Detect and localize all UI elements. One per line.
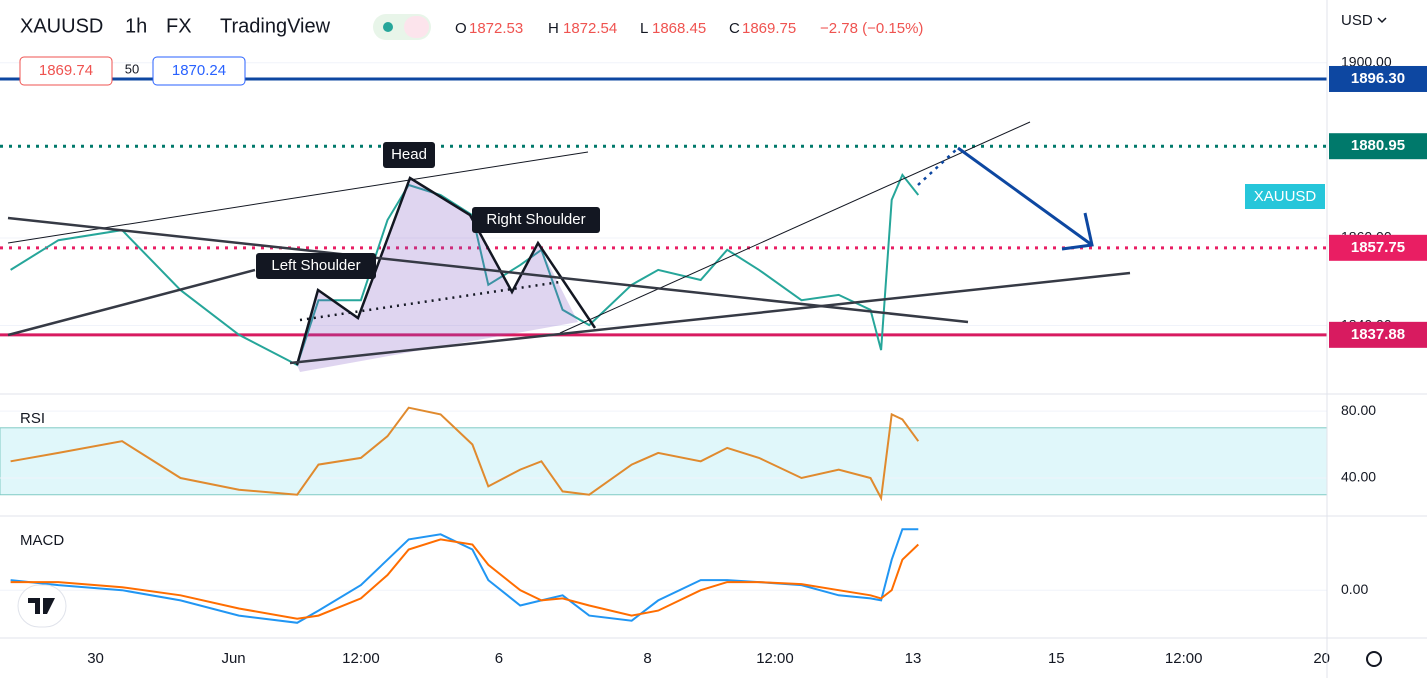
source: TradingView: [220, 15, 331, 37]
pattern-line: [295, 176, 597, 366]
x-tick-label: 8: [643, 650, 651, 667]
exchange: FX: [166, 15, 192, 37]
ohlc-key: L: [640, 20, 648, 37]
trend-line: [7, 268, 256, 337]
y-tick-label: 40.00: [1341, 469, 1376, 485]
pane-title: MACD: [20, 532, 64, 549]
pane-title: RSI: [20, 410, 45, 427]
annotation-box: [383, 142, 435, 168]
trend-line: [7, 216, 969, 324]
panes: BB1900.001860.001840.001896.301880.95185…: [0, 53, 1427, 667]
price-label-box: [1329, 321, 1427, 348]
x-tick-label: Jun: [221, 650, 245, 667]
trend-line: [559, 121, 1031, 334]
projection: [917, 147, 959, 186]
x-tick-label: 12:00: [342, 650, 380, 667]
rsi-band: [0, 427, 1328, 496]
price-label-box: [1329, 65, 1427, 92]
symbol-label: XAUUSD: [1254, 188, 1317, 205]
arrow: [957, 146, 1093, 247]
annotation-box: [472, 207, 600, 233]
ohlc-key: H: [548, 20, 559, 37]
price-label-box: [1329, 234, 1427, 261]
annotation-box: [256, 253, 376, 279]
x-tick-label: 15: [1048, 650, 1065, 667]
price-label: 1880.95: [1351, 137, 1405, 154]
sell-button[interactable]: [19, 56, 113, 86]
settings-icon[interactable]: [1366, 651, 1382, 667]
header: XAUUSD 1h FX TradingView O 1872.53 H 187…: [19, 12, 1387, 86]
price-label: 1837.88: [1351, 326, 1405, 343]
trend-line: [289, 271, 1131, 365]
price-label: 1896.30: [1351, 70, 1405, 87]
series-line: [10, 406, 920, 502]
ohlc-value: 1872.53: [469, 20, 523, 37]
ohlc-value: 1868.45: [652, 20, 706, 37]
buy-button[interactable]: [152, 56, 246, 86]
status-dot: [383, 22, 393, 32]
y-tick-label: 0.00: [1341, 581, 1368, 597]
logo-mark: [28, 598, 55, 614]
status-icon: [404, 16, 429, 38]
buy-price: 1870.24: [172, 62, 226, 79]
x-tick-label: 6: [495, 650, 503, 667]
annotation: Head: [391, 146, 427, 163]
currency[interactable]: USD: [1341, 12, 1373, 29]
price-label: 1857.75: [1351, 239, 1405, 256]
y-tick-label: 80.00: [1341, 402, 1376, 418]
ohlc-value: 1869.75: [742, 20, 796, 37]
ohlc-key: C: [729, 20, 740, 37]
interval[interactable]: 1h: [125, 15, 147, 37]
x-tick-label: 20: [1313, 650, 1330, 667]
annotation: Right Shoulder: [486, 211, 585, 228]
dropdown-icon: [1377, 17, 1387, 24]
neckline: [299, 280, 561, 322]
annotation: Left Shoulder: [271, 257, 360, 274]
spread: 50: [125, 61, 139, 76]
series-line: [10, 538, 919, 620]
change: −2.78 (−0.15%): [820, 20, 923, 37]
y-tick-label: 1900.00: [1341, 53, 1392, 69]
symbol-label-box: [1245, 184, 1325, 209]
x-tick-label: 13: [905, 650, 922, 667]
sell-price: 1869.74: [39, 62, 93, 79]
pattern-fill: [297, 178, 578, 372]
x-tick-label: 12:00: [756, 650, 794, 667]
pattern-drawings: Head Left Shoulder Right Shoulder: [7, 121, 1131, 372]
arrow-head: [1061, 212, 1094, 251]
logo[interactable]: [17, 584, 67, 628]
symbol[interactable]: XAUUSD: [20, 15, 103, 37]
x-tick-label: 12:00: [1165, 650, 1203, 667]
x-tick-label: 30: [87, 650, 104, 667]
ohlc-value: 1872.54: [563, 20, 617, 37]
ohlc-key: O: [455, 20, 467, 37]
price-label-box: [1329, 133, 1427, 160]
